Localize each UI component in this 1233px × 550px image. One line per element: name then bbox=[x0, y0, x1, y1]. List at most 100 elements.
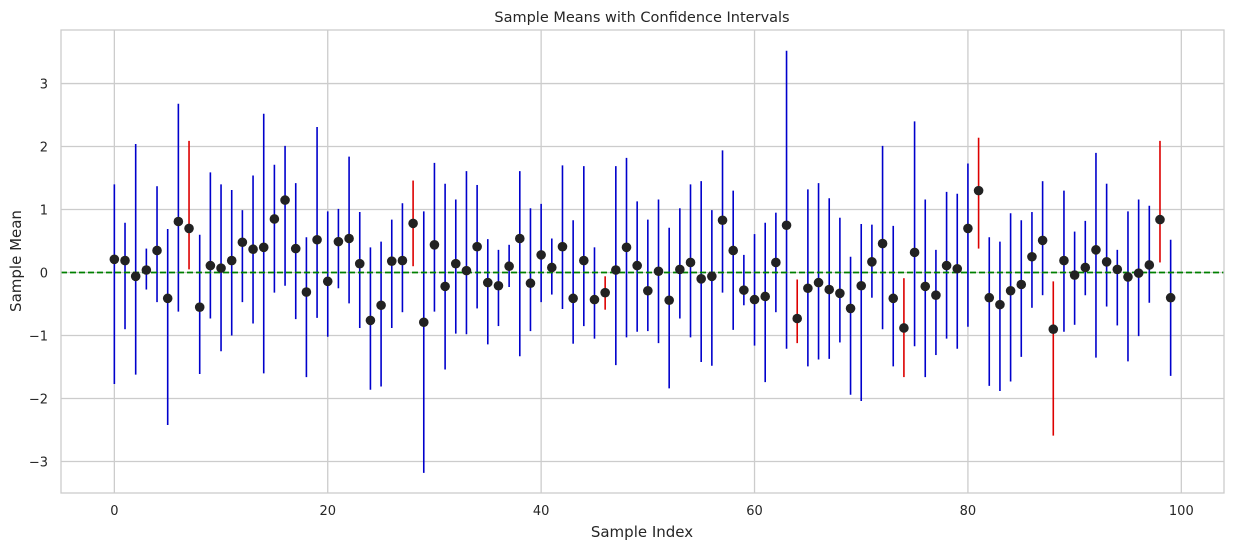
mean-point bbox=[280, 195, 290, 205]
mean-point bbox=[547, 262, 557, 273]
mean-point bbox=[1123, 272, 1133, 282]
confidence-intervals bbox=[113, 50, 1172, 473]
mean-point bbox=[461, 265, 472, 276]
mean-point bbox=[333, 236, 344, 247]
mean-point bbox=[504, 261, 514, 272]
mean-point bbox=[1144, 260, 1155, 270]
mean-point bbox=[450, 258, 461, 269]
mean-point bbox=[1080, 262, 1091, 273]
mean-point bbox=[995, 299, 1005, 310]
x-axis-label: Sample Index bbox=[591, 523, 693, 541]
mean-point bbox=[376, 300, 386, 311]
mean-point bbox=[589, 294, 600, 305]
mean-point bbox=[888, 293, 899, 304]
y-tick-label: 3 bbox=[40, 78, 48, 93]
y-tick-label: 2 bbox=[40, 141, 48, 156]
mean-point bbox=[237, 237, 248, 248]
mean-point bbox=[1091, 245, 1101, 255]
mean-point bbox=[162, 293, 173, 304]
mean-point bbox=[418, 317, 429, 328]
mean-point bbox=[696, 274, 706, 284]
mean-point bbox=[760, 291, 771, 302]
mean-point bbox=[717, 215, 728, 226]
mean-point bbox=[120, 255, 130, 266]
y-tick-label: 1 bbox=[40, 204, 48, 219]
mean-point bbox=[152, 245, 162, 256]
mean-point bbox=[386, 256, 397, 266]
mean-point bbox=[984, 292, 995, 303]
mean-point bbox=[867, 257, 877, 267]
mean-point bbox=[920, 281, 931, 292]
mean-point bbox=[173, 216, 184, 227]
plot-frame bbox=[60, 29, 1225, 494]
mean-point bbox=[184, 223, 194, 234]
mean-point bbox=[568, 293, 578, 304]
x-tick-label: 0 bbox=[110, 504, 118, 519]
mean-point bbox=[739, 285, 749, 295]
mean-point bbox=[226, 255, 237, 266]
mean-point bbox=[194, 302, 205, 312]
mean-point bbox=[1005, 285, 1016, 296]
mean-point bbox=[909, 247, 920, 258]
chart-title: Sample Means with Confidence Intervals bbox=[494, 10, 789, 26]
mean-point bbox=[312, 234, 322, 245]
mean-point bbox=[290, 243, 301, 254]
mean-points bbox=[109, 185, 1176, 335]
mean-point bbox=[429, 240, 440, 250]
mean-point bbox=[963, 223, 973, 234]
mean-point bbox=[653, 266, 664, 277]
mean-point bbox=[408, 218, 418, 229]
y-tick-label: −3 bbox=[29, 456, 48, 471]
mean-point bbox=[1037, 235, 1048, 246]
x-tick-label: 20 bbox=[319, 504, 336, 519]
mean-point bbox=[877, 238, 888, 249]
mean-point bbox=[643, 285, 653, 296]
mean-point bbox=[685, 257, 696, 268]
mean-point bbox=[1133, 268, 1144, 278]
mean-point bbox=[1048, 324, 1059, 335]
mean-point bbox=[301, 287, 312, 297]
mean-point bbox=[675, 264, 685, 275]
x-tick-label: 80 bbox=[960, 504, 977, 519]
mean-point bbox=[354, 258, 365, 269]
mean-point bbox=[482, 277, 493, 288]
mean-point bbox=[835, 288, 845, 299]
mean-point bbox=[322, 276, 333, 287]
mean-point bbox=[472, 241, 482, 252]
mean-point bbox=[216, 263, 226, 273]
mean-point bbox=[931, 290, 941, 301]
mean-point bbox=[205, 260, 216, 271]
mean-point bbox=[792, 313, 803, 324]
mean-point bbox=[258, 242, 269, 253]
mean-point bbox=[440, 281, 450, 292]
mean-point bbox=[781, 220, 792, 231]
mean-point bbox=[771, 257, 781, 268]
mean-point bbox=[1069, 270, 1080, 280]
mean-point bbox=[525, 278, 536, 289]
mean-point bbox=[899, 323, 909, 333]
mean-point bbox=[579, 255, 589, 266]
mean-point bbox=[1016, 279, 1027, 290]
mean-point bbox=[493, 280, 504, 291]
mean-point bbox=[1155, 214, 1165, 225]
tick-labels: 0 20 40 60 80 100 −3 −2 −1 0 1 2 3 bbox=[29, 78, 1194, 519]
mean-point bbox=[600, 287, 610, 298]
mean-point bbox=[707, 271, 717, 282]
mean-point bbox=[536, 250, 546, 260]
mean-point bbox=[248, 244, 258, 255]
plot-border bbox=[60, 29, 1225, 494]
mean-point bbox=[845, 303, 856, 314]
mean-point bbox=[632, 260, 642, 271]
mean-point bbox=[344, 233, 354, 244]
mean-point bbox=[1112, 264, 1123, 275]
mean-point bbox=[941, 260, 952, 271]
y-tick-label: −2 bbox=[29, 393, 48, 408]
mean-point bbox=[514, 233, 525, 244]
x-tick-label: 100 bbox=[1169, 504, 1194, 519]
y-axis-label: Sample Mean bbox=[7, 210, 25, 312]
mean-point bbox=[973, 185, 984, 196]
x-tick-label: 60 bbox=[746, 504, 763, 519]
mean-point bbox=[621, 242, 632, 253]
mean-point bbox=[824, 284, 835, 295]
mean-point bbox=[397, 255, 408, 266]
